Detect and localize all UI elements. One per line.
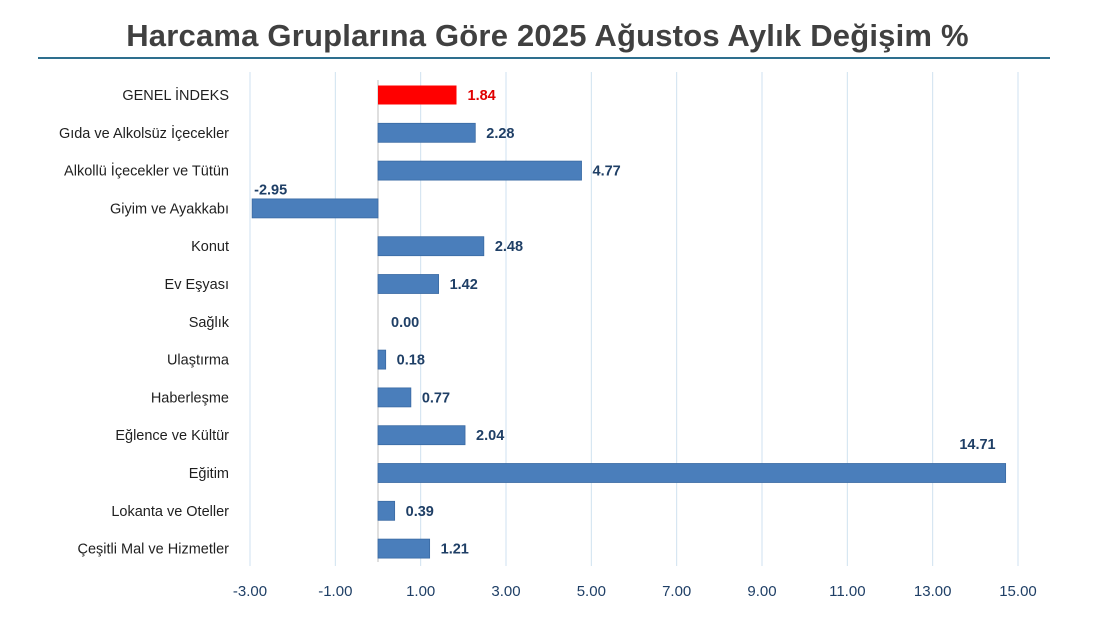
category-label: Çeşitli Mal ve Hizmetler	[78, 542, 230, 558]
x-tick-label: 9.00	[747, 583, 776, 600]
bars	[251, 85, 1007, 559]
value-label: 14.71	[959, 437, 995, 453]
bar	[377, 349, 387, 370]
bar	[377, 387, 412, 408]
title-underline	[38, 57, 1050, 59]
bar	[377, 160, 582, 181]
value-label: 1.21	[441, 542, 469, 558]
bar	[377, 274, 439, 294]
category-labels: GENEL İNDEKS Gıda ve Alkolsüz İçecekler Al…	[59, 86, 230, 558]
category-label: Konut	[191, 239, 229, 255]
bar	[251, 198, 379, 219]
category-label: Alkollü İçecekler ve Tütün	[64, 162, 229, 180]
bar	[377, 236, 485, 257]
x-tick-label: 11.00	[829, 583, 865, 600]
value-label: 0.39	[406, 504, 434, 520]
bar	[377, 538, 431, 559]
value-label: 2.48	[495, 239, 523, 255]
bar	[377, 122, 476, 143]
x-tick-label: 1.00	[406, 583, 435, 600]
value-label: 2.04	[476, 428, 504, 444]
x-tick-label: 7.00	[662, 583, 691, 600]
x-tick-label: 5.00	[577, 583, 606, 600]
category-label: Haberleşme	[151, 390, 229, 406]
bar	[377, 500, 396, 521]
value-label: 2.28	[486, 126, 514, 142]
x-tick-label: -3.00	[233, 583, 267, 600]
value-label: 4.77	[593, 164, 621, 180]
x-axis-tick-labels: -3.00 -1.00 1.00 3.00 5.00 7.00 9.00 11.00 13.00…	[233, 583, 1037, 600]
value-label: 0.00	[391, 315, 419, 331]
category-label: GENEL İNDEKS	[122, 86, 229, 104]
bar	[377, 425, 466, 446]
category-label: Ulaştırma	[167, 353, 230, 369]
value-label: -2.95	[254, 182, 287, 198]
x-tick-label: -1.00	[318, 583, 352, 600]
x-tick-label: 3.00	[491, 583, 520, 600]
category-label: Ev Eşyası	[165, 277, 229, 293]
category-label: Giyim ve Ayakkabı	[110, 201, 229, 217]
category-label: Sağlık	[189, 315, 230, 331]
value-label: 0.18	[397, 353, 425, 369]
category-label: Gıda ve Alkolsüz İçecekler	[59, 124, 229, 142]
chart-title: Harcama Gruplarına Göre 2025 Ağustos Ayl…	[126, 18, 969, 53]
value-label: 0.77	[422, 390, 450, 406]
gridlines	[249, 72, 1019, 566]
category-label: Lokanta ve Oteller	[111, 504, 229, 520]
value-labels: 1.84 2.28 4.77 -2.95 2.48 1.42 0.00 0.18 0.77 2.0…	[254, 88, 995, 558]
category-label: Eğlence ve Kültür	[115, 428, 229, 444]
x-tick-label: 15.00	[999, 583, 1037, 600]
value-label: 1.84	[468, 88, 496, 104]
category-label: Eğitim	[189, 466, 229, 482]
bar	[377, 463, 1007, 483]
value-label: 1.42	[450, 277, 478, 293]
bar	[378, 85, 457, 105]
x-tick-label: 13.00	[914, 583, 952, 600]
